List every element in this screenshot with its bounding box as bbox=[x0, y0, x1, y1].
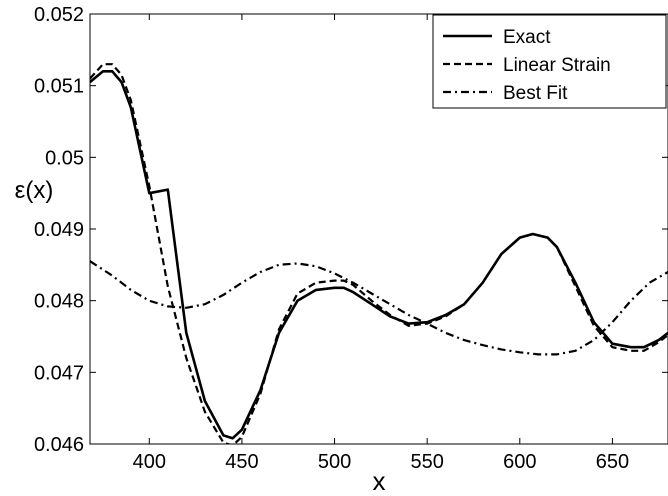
series-line-best-fit bbox=[90, 260, 668, 356]
legend: Exact Linear Strain Best Fit bbox=[432, 14, 667, 109]
y-tick-label: 0.052 bbox=[34, 4, 84, 26]
x-tick-label: 450 bbox=[225, 451, 258, 473]
x-tick-label: 600 bbox=[503, 451, 536, 473]
y-tick-label: 0.049 bbox=[34, 219, 84, 241]
series-line-linear-strain bbox=[90, 63, 668, 444]
x-tick-label: 550 bbox=[410, 451, 443, 473]
y-tick-label: 0.051 bbox=[34, 76, 84, 98]
x-axis-label: x bbox=[373, 466, 386, 496]
legend-label: Best Fit bbox=[503, 83, 568, 104]
x-tick-label: 500 bbox=[318, 451, 351, 473]
y-tick-label: 0.048 bbox=[34, 291, 84, 313]
x-tick-label: 650 bbox=[596, 451, 629, 473]
y-axis: 0.046 0.047 0.048 0.049 0.05 0.051 0.052 bbox=[34, 4, 668, 456]
y-tick-label: 0.046 bbox=[34, 434, 84, 456]
y-axis-label: ε(x) bbox=[15, 177, 54, 204]
series-layer bbox=[90, 63, 668, 444]
legend-label: Exact bbox=[503, 27, 551, 48]
series-line-exact bbox=[90, 70, 668, 440]
y-tick-label: 0.047 bbox=[34, 362, 84, 384]
legend-label: Linear Strain bbox=[503, 55, 611, 76]
legend-box bbox=[432, 14, 667, 109]
y-tick-label: 0.05 bbox=[45, 147, 84, 169]
x-tick-label: 400 bbox=[133, 451, 166, 473]
